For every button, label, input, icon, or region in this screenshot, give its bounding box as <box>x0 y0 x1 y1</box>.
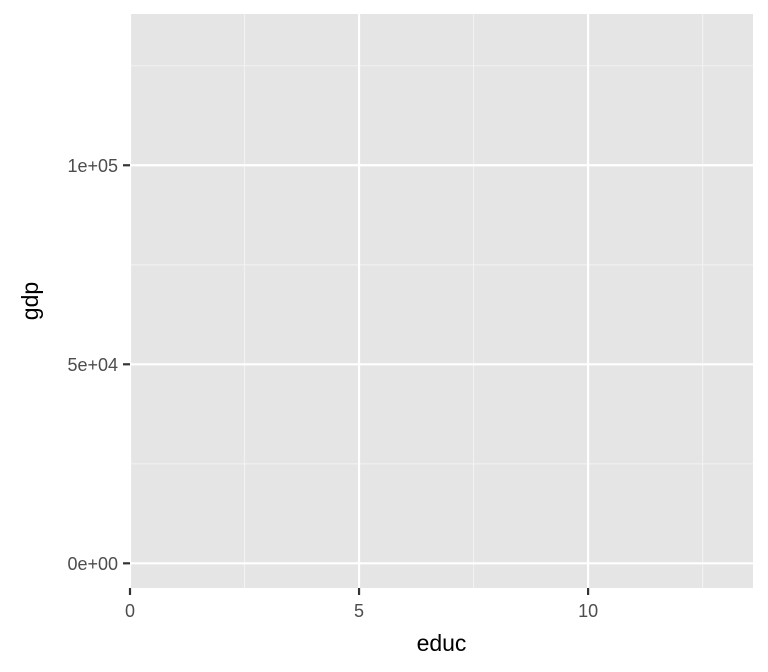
y-tick-label: 5e+04 <box>67 355 118 375</box>
x-tick-label: 10 <box>578 601 598 621</box>
y-axis-title: gdp <box>17 282 43 320</box>
x-axis-title: educ <box>417 630 467 656</box>
x-axis: 0 5 10 <box>125 588 598 621</box>
y-tick-label: 1e+05 <box>67 156 118 176</box>
minor-grid <box>130 14 753 588</box>
major-grid <box>128 14 753 588</box>
plot-panel <box>130 14 753 588</box>
y-axis: 0e+00 5e+04 1e+05 <box>67 156 130 574</box>
y-tick-label: 0e+00 <box>67 554 118 574</box>
x-tick-label: 0 <box>125 601 135 621</box>
x-tick-label: 5 <box>354 601 364 621</box>
